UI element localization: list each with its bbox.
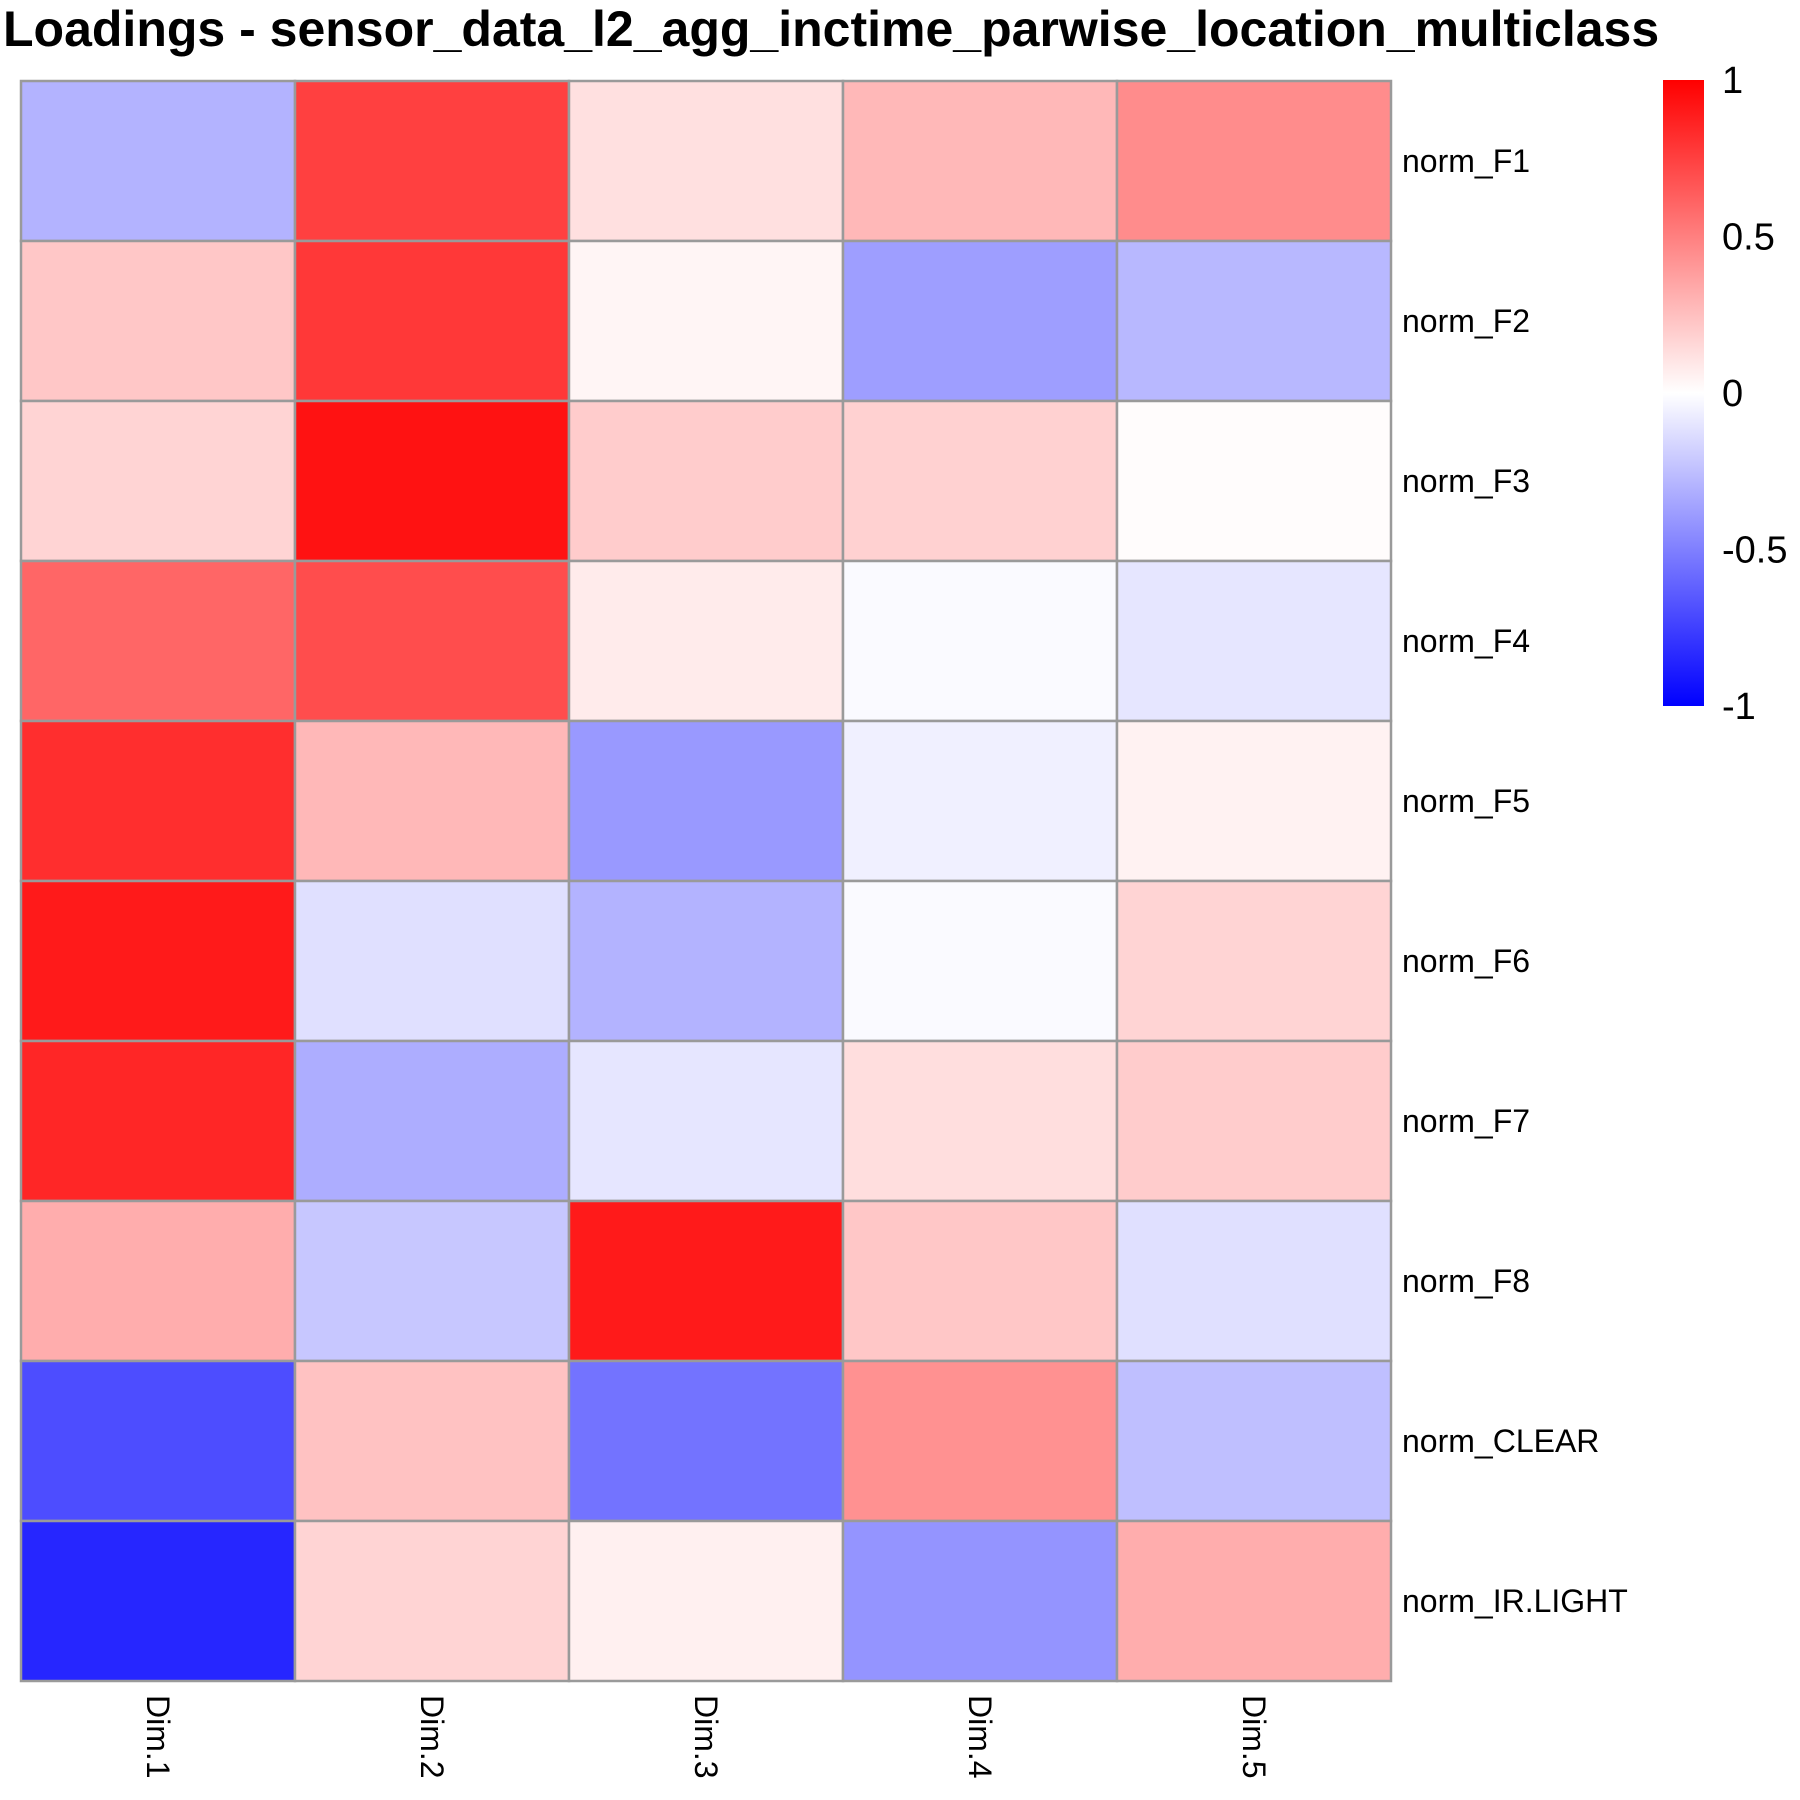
heatmap-cell bbox=[19, 559, 297, 723]
heatmap-cell bbox=[1115, 1199, 1393, 1363]
row-label: norm_F1 bbox=[1402, 143, 1530, 179]
heatmap-cell bbox=[567, 1039, 845, 1203]
row-label: norm_F6 bbox=[1402, 943, 1530, 979]
column-label: Dim.3 bbox=[688, 1695, 724, 1779]
heatmap-cell bbox=[1115, 879, 1393, 1043]
heatmap-cell bbox=[19, 879, 297, 1043]
legend-tick-label: 0.5 bbox=[1722, 217, 1775, 259]
column-label: Dim.2 bbox=[414, 1695, 450, 1779]
heatmap-cell bbox=[293, 879, 571, 1043]
legend-tick-label: -1 bbox=[1722, 686, 1756, 728]
heatmap-cell bbox=[841, 1359, 1119, 1523]
color-legend: 1 0.5 0 -0.5 -1 bbox=[1663, 60, 1787, 728]
heatmap-cell bbox=[841, 1039, 1119, 1203]
heatmap-cell bbox=[841, 1519, 1119, 1683]
heatmap-cell bbox=[293, 1359, 571, 1523]
heatmap-cell bbox=[19, 239, 297, 403]
row-label: norm_F3 bbox=[1402, 463, 1530, 499]
legend-color-bar bbox=[1663, 80, 1704, 706]
heatmap-cell bbox=[1115, 1359, 1393, 1523]
legend-tick-label: 0 bbox=[1722, 373, 1743, 415]
row-label: norm_CLEAR bbox=[1402, 1423, 1599, 1459]
heatmap-cell bbox=[293, 1519, 571, 1683]
heatmap-cell bbox=[19, 1519, 297, 1683]
heatmap-cell bbox=[567, 559, 845, 723]
heatmap-cell bbox=[293, 399, 571, 563]
heatmap-cell bbox=[1115, 399, 1393, 563]
row-label: norm_IR.LIGHT bbox=[1402, 1583, 1628, 1619]
heatmap-cell bbox=[567, 1199, 845, 1363]
heatmap-cell bbox=[841, 239, 1119, 403]
heatmap-cell bbox=[293, 239, 571, 403]
heatmap-cell bbox=[293, 79, 571, 243]
heatmap-cell bbox=[19, 719, 297, 883]
heatmap-cell bbox=[567, 239, 845, 403]
row-label: norm_F5 bbox=[1402, 783, 1530, 819]
heatmap-cell bbox=[1115, 559, 1393, 723]
row-label: norm_F4 bbox=[1402, 623, 1530, 659]
heatmap-cell bbox=[567, 1519, 845, 1683]
row-label: norm_F8 bbox=[1402, 1263, 1530, 1299]
heatmap-cell bbox=[1115, 79, 1393, 243]
heatmap-cell bbox=[567, 79, 845, 243]
heatmap-cell bbox=[841, 559, 1119, 723]
heatmap-cell bbox=[19, 399, 297, 563]
heatmap-cell bbox=[841, 879, 1119, 1043]
heatmap-cell bbox=[841, 1199, 1119, 1363]
heatmap-cell bbox=[293, 1199, 571, 1363]
column-label: Dim.1 bbox=[140, 1695, 176, 1779]
legend-tick-label: 1 bbox=[1722, 60, 1743, 102]
legend-tick-labels: 1 0.5 0 -0.5 -1 bbox=[1722, 60, 1787, 728]
heatmap-cells bbox=[19, 79, 1393, 1683]
heatmap-cell bbox=[1115, 1039, 1393, 1203]
heatmap-cell bbox=[567, 719, 845, 883]
heatmap-cell bbox=[19, 1199, 297, 1363]
heatmap-cell bbox=[1115, 239, 1393, 403]
heatmap-cell bbox=[567, 1359, 845, 1523]
column-labels: Dim.1 Dim.2 Dim.3 Dim.4 Dim.5 bbox=[140, 1695, 1272, 1779]
heatmap-cell bbox=[19, 79, 297, 243]
legend-tick-label: -0.5 bbox=[1722, 530, 1787, 572]
heatmap-cell bbox=[567, 399, 845, 563]
chart-title: Loadings - sensor_data_l2_agg_inctime_pa… bbox=[3, 1, 1659, 57]
row-label: norm_F2 bbox=[1402, 303, 1530, 339]
row-label: norm_F7 bbox=[1402, 1103, 1530, 1139]
heatmap-cell bbox=[841, 719, 1119, 883]
heatmap-cell bbox=[293, 1039, 571, 1203]
heatmap-cell bbox=[293, 559, 571, 723]
heatmap-cell bbox=[19, 1039, 297, 1203]
heatmap-cell bbox=[841, 79, 1119, 243]
heatmap-cell bbox=[1115, 719, 1393, 883]
heatmap-cell bbox=[1115, 1519, 1393, 1683]
column-label: Dim.5 bbox=[1236, 1695, 1272, 1779]
column-label: Dim.4 bbox=[962, 1695, 998, 1779]
row-labels: norm_F1 norm_F2 norm_F3 norm_F4 norm_F5 norm_… bbox=[1402, 143, 1628, 1619]
heatmap-cell bbox=[567, 879, 845, 1043]
heatmap-cell bbox=[841, 399, 1119, 563]
heatmap-cell bbox=[293, 719, 571, 883]
heatmap-cell bbox=[19, 1359, 297, 1523]
